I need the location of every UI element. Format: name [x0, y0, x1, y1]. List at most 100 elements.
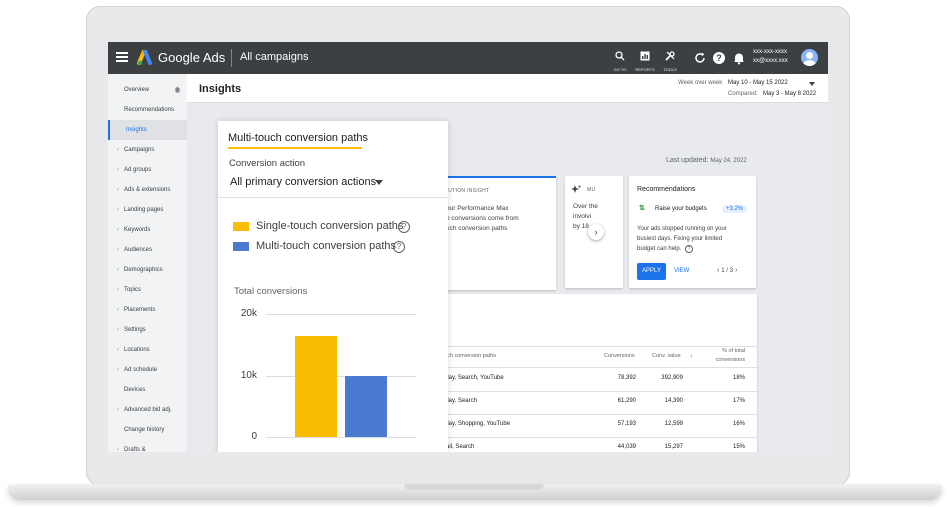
recommendation-item[interactable]: Raise your budgets: [655, 206, 707, 212]
pct-header-line: % of total: [722, 348, 745, 354]
sidebar-item[interactable]: › Settings: [108, 320, 187, 340]
cell-pct: 15%: [732, 444, 745, 450]
sidebar-item[interactable]: Change history: [108, 420, 187, 440]
date-period-label: Week over week: [678, 80, 723, 86]
campaign-scope-title[interactable]: All campaigns: [240, 51, 309, 63]
card-heading: RIBUTION INSIGHT: [439, 188, 490, 194]
conversion-action-select[interactable]: All primary conversion actions: [230, 176, 377, 188]
sidebar-item-label: Advanced bid adj.: [124, 407, 172, 413]
y-tick-label: 0: [251, 431, 257, 442]
sort-arrow-down-icon[interactable]: ↓: [690, 353, 693, 359]
sparkle-icon: [572, 185, 581, 193]
account-info[interactable]: xxx-xxx-xxxx xx@xxxx.xxx: [753, 48, 788, 66]
chevron-right-icon: ›: [117, 227, 119, 233]
card-line: involvi: [573, 213, 592, 220]
reports-button[interactable]: REPORTS: [634, 48, 656, 72]
hamburger-menu-icon[interactable]: [116, 52, 128, 62]
last-updated-value: May 24, 2022: [710, 158, 747, 164]
cell-pct: 17%: [732, 398, 745, 404]
chevron-left-icon[interactable]: ‹: [717, 267, 720, 274]
chevron-right-icon: ›: [117, 147, 119, 153]
sidebar-item[interactable]: › Advanced bid adj.: [108, 400, 187, 420]
reports-label: REPORTS: [635, 67, 655, 72]
chevron-right-icon: ›: [117, 407, 119, 413]
chevron-right-icon: ›: [117, 367, 119, 373]
cell-path: splay, Search: [441, 398, 477, 404]
help-circle-icon[interactable]: ?: [398, 221, 410, 233]
cell-pct: 16%: [732, 421, 745, 427]
card-heading: MU: [587, 187, 596, 193]
uplift-badge: +3.2%: [722, 205, 748, 213]
sidebar-item[interactable]: › Campaigns: [108, 140, 187, 160]
legend-swatch-single: [233, 222, 249, 231]
sidebar-item[interactable]: Devices: [108, 380, 187, 400]
sidebar-item-label: Drafts &: [124, 447, 146, 452]
apply-button[interactable]: APPLY: [637, 263, 666, 280]
sidebar-item[interactable]: › Ad groups: [108, 160, 187, 180]
column-header-path[interactable]: ouch conversion paths: [441, 353, 497, 359]
attribution-insight-card[interactable]: RIBUTION INSIGHT our Performance Max n c…: [433, 176, 556, 290]
sidebar-item[interactable]: Recommendations: [108, 100, 187, 120]
legend-label-single: Single-touch conversion paths: [256, 220, 404, 232]
sidebar-item-label: Locations: [124, 347, 150, 353]
sidebar-item-label: Keywords: [124, 227, 151, 233]
chevron-right-icon: ›: [117, 307, 119, 313]
notifications-icon[interactable]: [732, 51, 746, 65]
svg-text:?: ?: [716, 53, 722, 63]
sidebar-item[interactable]: › Demographics: [108, 260, 187, 280]
column-header-pct[interactable]: % of total conversions: [699, 347, 745, 365]
tools-icon: [665, 51, 675, 61]
sidebar-item[interactable]: › Keywords: [108, 220, 187, 240]
date-dropdown-icon[interactable]: [809, 82, 815, 86]
y-tick-label: 10k: [240, 369, 257, 381]
sidebar-item[interactable]: › Audiences: [108, 240, 187, 260]
sidebar-item[interactable]: › Ad schedule: [108, 360, 187, 380]
refresh-icon[interactable]: [693, 51, 707, 65]
avatar[interactable]: [801, 49, 818, 66]
card-line: uch conversion paths: [446, 225, 508, 232]
bar-multi-touch[interactable]: [345, 375, 387, 437]
bar-single-touch[interactable]: [295, 335, 337, 437]
next-card-button[interactable]: ›: [588, 224, 604, 240]
card-line: n conversions come from: [446, 215, 519, 222]
goto-button[interactable]: GO TO: [609, 48, 631, 72]
sidebar: Overview Recommendations Insights › Campaign…: [108, 74, 187, 452]
tools-button[interactable]: TOOLS: [659, 48, 681, 72]
sidebar-item-label: Ad schedule: [124, 367, 158, 373]
sidebar-item-label: Settings: [124, 327, 146, 333]
brand-name: Google Ads: [158, 50, 226, 65]
sidebar-item-label: Devices: [124, 387, 146, 393]
compared-value: May 3 - May 8 2022: [763, 91, 817, 97]
chevron-right-icon[interactable]: ›: [734, 267, 738, 274]
sidebar-item[interactable]: › Topics: [108, 280, 187, 300]
conversion-paths-table: ouch conversion paths Conversions Conv. …: [433, 294, 757, 452]
column-header-conversions[interactable]: Conversions: [604, 353, 635, 359]
sidebar-item[interactable]: Overview: [108, 80, 187, 100]
card-body: our Performance Max n conversions come f…: [446, 204, 519, 234]
overlay-title: Multi-touch conversion paths: [228, 132, 369, 144]
help-icon[interactable]: ?: [712, 51, 726, 65]
sidebar-item[interactable]: › Landing pages: [108, 200, 187, 220]
help-circle-icon[interactable]: ?: [685, 245, 694, 253]
sidebar-item[interactable]: Insights: [108, 120, 187, 140]
sidebar-item[interactable]: › Placements: [108, 300, 187, 320]
sidebar-item[interactable]: › Locations: [108, 340, 187, 360]
page-header: Insights Week over week May 10 - May 15 …: [187, 74, 828, 103]
help-circle-icon[interactable]: ?: [393, 241, 405, 253]
view-button[interactable]: VIEW: [674, 268, 690, 274]
dropdown-arrow-icon[interactable]: [375, 180, 383, 185]
cell-conv-value: 14,390: [664, 398, 683, 404]
top-bar: Google Ads All campaigns GO TO REPORTS T…: [108, 42, 828, 74]
recommendations-title: Recommendations: [637, 186, 696, 193]
table-row-divider: [433, 391, 757, 392]
column-header-conv-value[interactable]: Conv. value: [652, 353, 681, 359]
home-icon[interactable]: [174, 86, 181, 93]
topbar-divider: [231, 49, 232, 67]
goto-label: GO TO: [613, 67, 627, 72]
sidebar-item[interactable]: › Ads & extensions: [108, 180, 187, 200]
sidebar-item[interactable]: › Drafts &: [108, 440, 187, 452]
date-range-value[interactable]: May 10 - May 15 2022: [728, 80, 788, 86]
cell-conversions: 57,193: [617, 421, 636, 427]
chevron-right-icon: ›: [117, 207, 119, 213]
laptop-notch: [404, 484, 544, 490]
